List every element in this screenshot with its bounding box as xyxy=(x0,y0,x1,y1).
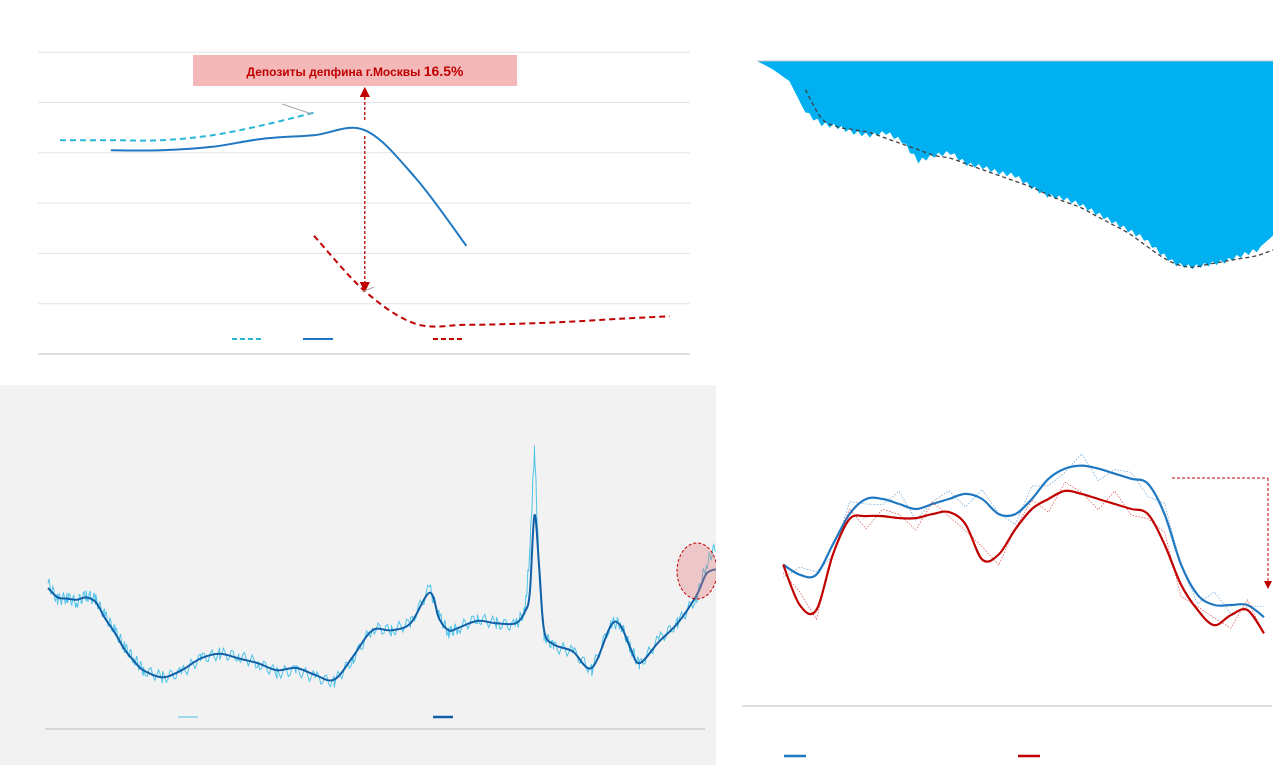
series-line-average xyxy=(47,514,716,682)
outflow-area xyxy=(757,61,1273,270)
highlight-ellipse xyxy=(676,542,716,600)
series-line-smoothed xyxy=(782,464,1265,618)
yield-curve-chart: Депозиты депфина г.Москвы 16.5% xyxy=(38,51,690,355)
series-line-офз xyxy=(313,235,670,328)
callout-box xyxy=(193,55,517,86)
callout-value: 16.5% xyxy=(424,63,464,79)
cash-outflow-panel xyxy=(700,0,1280,385)
series-line-rusfar xyxy=(59,111,315,142)
cash-outflow-chart xyxy=(757,60,1274,270)
label-leader xyxy=(281,103,313,115)
series-line-roisfix xyxy=(110,126,468,247)
series-line-smoothed xyxy=(782,489,1265,634)
deposit-share-panel xyxy=(716,385,1280,765)
deposit-share-chart xyxy=(742,453,1272,758)
series-line-monthly xyxy=(783,453,1265,615)
callout-label: Депозиты депфина г.Москвы xyxy=(247,65,424,79)
trend-line xyxy=(804,89,1274,268)
series-line-daily xyxy=(47,445,716,688)
yield-curve-panel: Депозиты депфина г.Москвы 16.5% xyxy=(0,0,700,385)
label-leader xyxy=(361,286,375,293)
liquidity-chart xyxy=(45,445,716,730)
callout-text: Депозиты депфина г.Москвы 16.5% xyxy=(247,63,464,79)
liquidity-panel xyxy=(0,385,716,765)
